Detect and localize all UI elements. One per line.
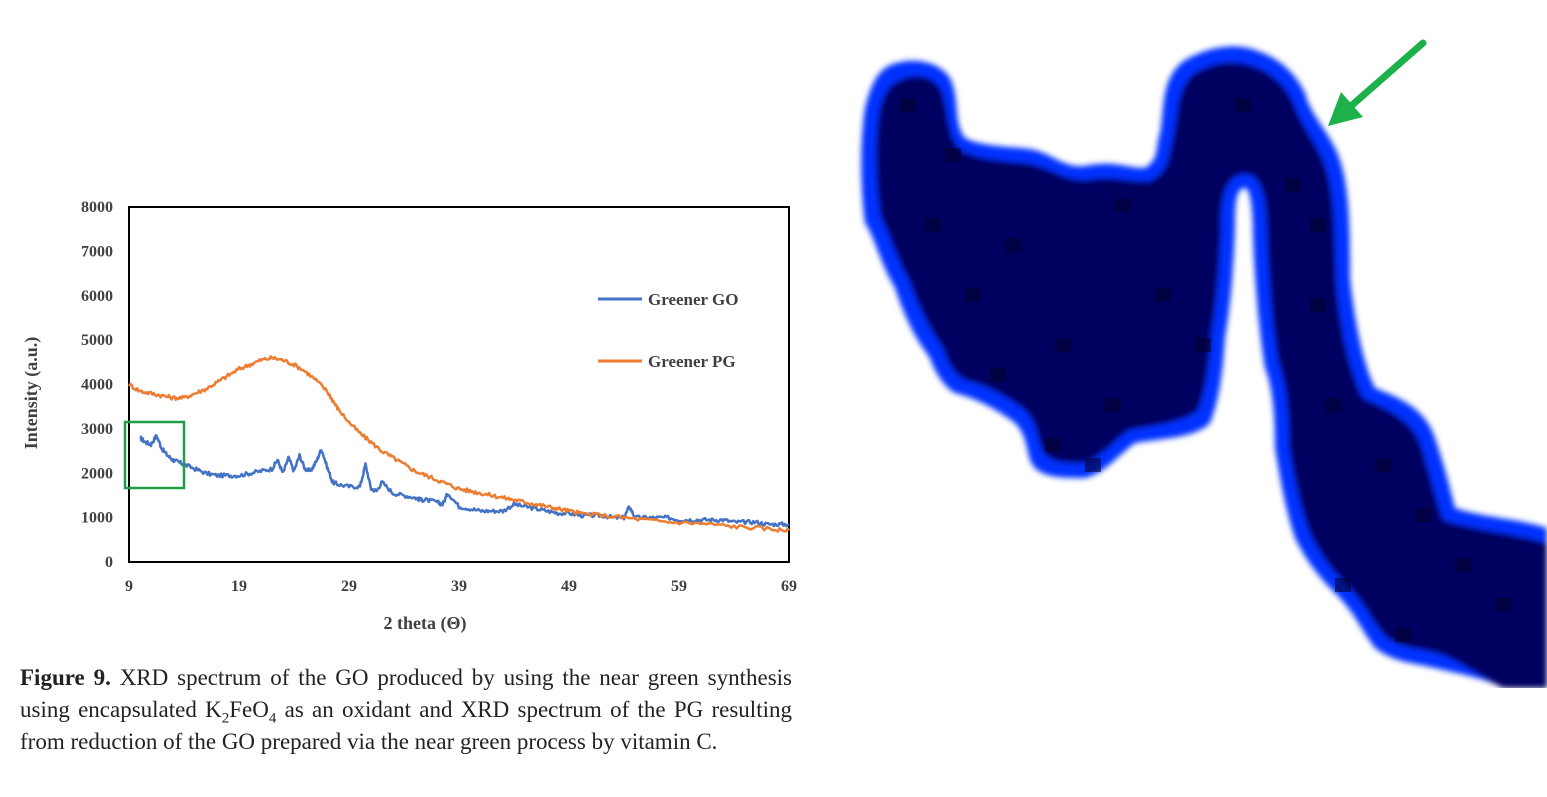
texture-speck (1195, 338, 1211, 352)
texture-speck (900, 98, 916, 112)
xrd-chart: 0 1000 2000 3000 4000 5000 6000 7000 8000 9 19 29 3… (21, 199, 797, 634)
x-axis-ticks: 9 19 29 39 49 59 69 (125, 578, 797, 595)
series-layer (127, 355, 791, 533)
texture-speck (1105, 398, 1121, 412)
arrow-icon (1328, 39, 1427, 126)
y-axis-title: Intensity (a.u.) (21, 337, 42, 450)
y-tick-label: 6000 (81, 288, 113, 305)
x-tick-label: 69 (781, 578, 797, 595)
blob-texture (900, 98, 1511, 642)
texture-speck (990, 368, 1006, 382)
series-line-greener-go (139, 434, 790, 528)
x-tick-label: 9 (125, 578, 133, 595)
texture-speck (1085, 458, 1101, 472)
caption-text-1: XRD spectrum of the GO produced by using… (20, 665, 792, 722)
texture-speck (1325, 398, 1341, 412)
texture-speck (1045, 438, 1061, 452)
x-tick-label: 59 (671, 578, 687, 595)
texture-speck (1310, 298, 1326, 312)
texture-speck (1005, 238, 1021, 252)
x-tick-label: 49 (561, 578, 577, 595)
y-tick-label: 5000 (81, 332, 113, 349)
texture-speck (1235, 98, 1251, 112)
blob-shape (861, 46, 1547, 688)
texture-speck (1455, 558, 1471, 572)
y-tick-label: 1000 (81, 510, 113, 527)
caption-text-3: as an oxidant and XRD spectrum of the PG… (20, 697, 792, 754)
x-tick-label: 29 (341, 578, 357, 595)
legend-label-greener-pg: Greener PG (648, 352, 736, 371)
y-tick-label: 4000 (81, 377, 113, 394)
texture-speck (925, 218, 941, 232)
texture-speck (1285, 178, 1301, 192)
y-tick-label: 8000 (81, 199, 113, 216)
y-axis-ticks: 0 1000 2000 3000 4000 5000 6000 7000 8000 (81, 199, 113, 571)
texture-speck (1055, 338, 1071, 352)
texture-speck (1495, 598, 1511, 612)
caption-label: Figure 9. (20, 665, 111, 690)
texture-speck (1415, 508, 1431, 522)
x-tick-label: 39 (451, 578, 467, 595)
y-tick-label: 0 (105, 554, 113, 571)
legend-label-greener-go: Greener GO (648, 290, 739, 309)
texture-speck (1375, 458, 1391, 472)
series-line-greener-pg (127, 355, 791, 533)
legend: Greener GO Greener PG (598, 290, 739, 371)
texture-speck (1115, 198, 1131, 212)
microscopy-image (861, 39, 1547, 688)
y-tick-label: 7000 (81, 243, 113, 260)
texture-speck (1155, 288, 1171, 302)
texture-speck (945, 148, 961, 162)
figure-caption: Figure 9. XRD spectrum of the GO produce… (20, 662, 792, 758)
caption-text-2: FeO (229, 697, 269, 722)
y-tick-label: 2000 (81, 465, 113, 482)
y-tick-label: 3000 (81, 421, 113, 438)
texture-speck (965, 288, 981, 302)
blob-core (876, 62, 1547, 688)
caption-sub-1: 2 (221, 710, 230, 727)
x-axis-title: 2 theta (Θ) (384, 613, 467, 634)
x-tick-label: 19 (231, 578, 247, 595)
highlight-box (123, 420, 186, 490)
texture-speck (1310, 218, 1326, 232)
caption-sub-2: 4 (268, 710, 277, 727)
texture-speck (1335, 578, 1351, 592)
texture-speck (1395, 628, 1411, 642)
